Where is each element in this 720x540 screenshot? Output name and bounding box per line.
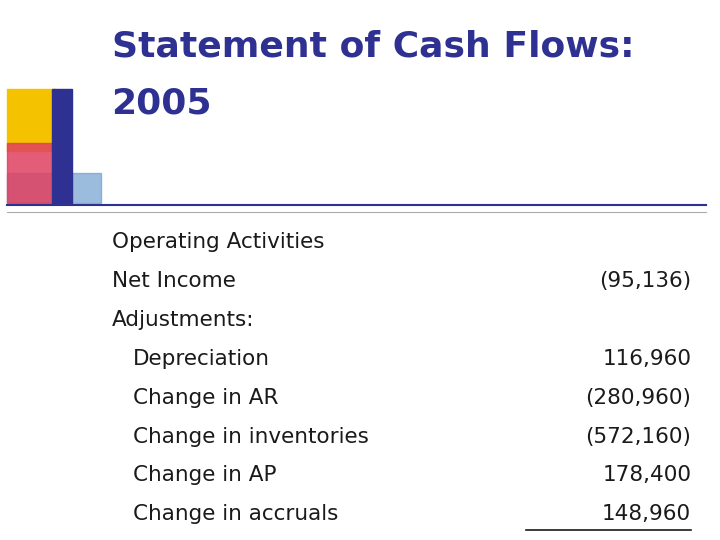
Text: Adjustments:: Adjustments: <box>112 310 254 330</box>
Text: (572,160): (572,160) <box>585 427 691 447</box>
Text: Depreciation: Depreciation <box>133 349 270 369</box>
Text: (280,960): (280,960) <box>585 388 691 408</box>
Text: 178,400: 178,400 <box>602 465 691 485</box>
Text: Net Income: Net Income <box>112 271 235 291</box>
Text: Change in AP: Change in AP <box>133 465 276 485</box>
Text: Change in AR: Change in AR <box>133 388 279 408</box>
Text: 2005: 2005 <box>112 86 212 120</box>
Text: Change in inventories: Change in inventories <box>133 427 369 447</box>
Text: (95,136): (95,136) <box>599 271 691 291</box>
Text: 148,960: 148,960 <box>602 504 691 524</box>
Text: Statement of Cash Flows:: Statement of Cash Flows: <box>112 30 634 64</box>
Text: Change in accruals: Change in accruals <box>133 504 338 524</box>
Text: 116,960: 116,960 <box>602 349 691 369</box>
Text: Operating Activities: Operating Activities <box>112 232 324 252</box>
